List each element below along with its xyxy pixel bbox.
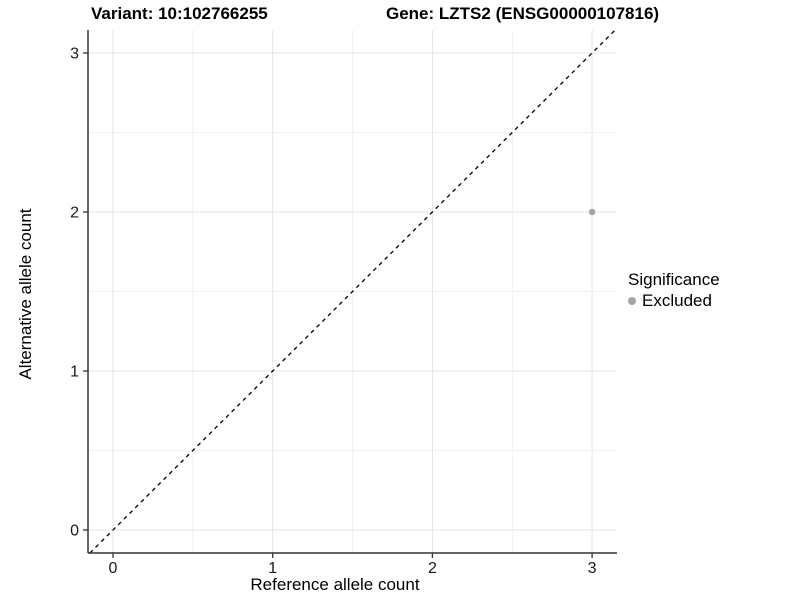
legend-title: Significance	[628, 270, 720, 289]
legend-item-excluded: Excluded	[628, 291, 720, 310]
variant-title: Variant: 10:102766255	[91, 4, 268, 23]
legend-point-icon	[628, 296, 636, 305]
x-tick-label: 3	[588, 560, 597, 577]
data-point	[588, 208, 596, 216]
y-tick-label: 2	[70, 205, 79, 222]
legend: Significance Excluded	[628, 270, 720, 310]
gene-title: Gene: LZTS2 (ENSG00000107816)	[386, 4, 660, 23]
x-tick-label: 2	[428, 560, 437, 577]
x-tick-label: 0	[109, 560, 118, 577]
y-tick-label: 3	[70, 46, 79, 63]
y-tick-label: 0	[70, 523, 79, 540]
y-axis-title: Alternative allele count	[16, 208, 35, 380]
legend-item-label: Excluded	[642, 291, 712, 310]
identity-dashed-line	[89, 29, 616, 554]
x-tick-label: 1	[268, 560, 277, 577]
y-tick-label: 1	[70, 364, 79, 381]
x-axis-title: Reference allele count	[250, 575, 420, 594]
